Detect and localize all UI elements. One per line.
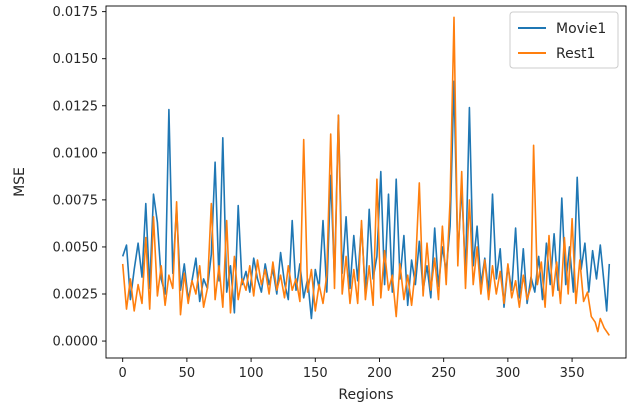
y-tick-label: 0.0150	[53, 52, 99, 67]
y-tick-label: 0.0000	[53, 335, 99, 350]
x-tick-label: 50	[179, 366, 196, 381]
y-tick-label: 0.0100	[53, 146, 99, 161]
y-tick-label: 0.0125	[53, 99, 99, 114]
x-axis-label: Regions	[338, 387, 393, 403]
y-tick-label: 0.0075	[53, 193, 99, 208]
x-tick-label: 350	[560, 366, 585, 381]
legend-label-movie1: Movie1	[556, 21, 606, 37]
x-axis-ticks: 0 50 100 150 200 250 300 350	[119, 358, 585, 381]
plot-frame	[105, 5, 627, 359]
y-axis-ticks: 0.0000 0.0025 0.0050 0.0075 0.0100 0.0125 0.01…	[53, 5, 106, 350]
y-tick-label: 0.0050	[53, 240, 99, 255]
x-tick-label: 0	[119, 366, 127, 381]
x-tick-label: 250	[431, 366, 456, 381]
y-tick-label: 0.0025	[53, 288, 99, 303]
x-tick-label: 200	[367, 366, 392, 381]
y-axis-label: MSE	[12, 167, 28, 197]
legend-label-rest1: Rest1	[556, 46, 595, 62]
x-tick-label: 300	[495, 366, 520, 381]
x-tick-label: 150	[303, 366, 328, 381]
series-layer	[121, 16, 611, 336]
legend: Movie1 Rest1	[509, 11, 619, 69]
x-tick-label: 100	[239, 366, 264, 381]
series-line-rest1	[121, 16, 610, 336]
y-tick-label: 0.0175	[53, 5, 99, 20]
